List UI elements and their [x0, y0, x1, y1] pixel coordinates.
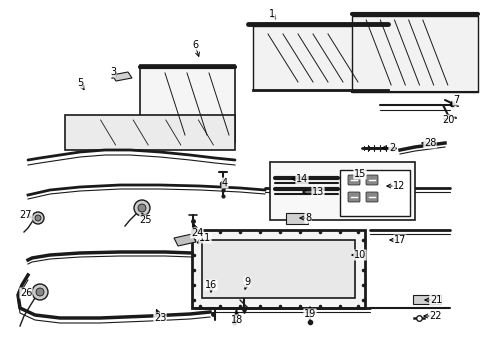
- Bar: [339, 170, 409, 216]
- Text: 10: 10: [353, 250, 366, 260]
- Text: 25: 25: [140, 215, 152, 225]
- Circle shape: [32, 212, 44, 224]
- FancyBboxPatch shape: [347, 192, 359, 202]
- Text: 20: 20: [441, 115, 453, 125]
- Circle shape: [36, 288, 44, 296]
- Polygon shape: [174, 234, 196, 246]
- Bar: [412, 295, 440, 304]
- Text: 5: 5: [77, 78, 83, 88]
- Text: 7: 7: [452, 95, 458, 105]
- Text: 19: 19: [303, 309, 315, 319]
- Polygon shape: [65, 115, 235, 150]
- Text: 2: 2: [388, 143, 394, 153]
- Text: 8: 8: [305, 213, 310, 223]
- Circle shape: [134, 200, 150, 216]
- Text: 23: 23: [154, 313, 166, 323]
- Polygon shape: [112, 72, 132, 81]
- Text: 3: 3: [110, 67, 116, 77]
- Text: 17: 17: [393, 235, 406, 245]
- FancyBboxPatch shape: [365, 175, 377, 185]
- Text: 13: 13: [311, 187, 324, 197]
- Polygon shape: [192, 230, 364, 308]
- Circle shape: [35, 215, 41, 221]
- Text: 15: 15: [353, 169, 366, 179]
- Text: 6: 6: [192, 40, 198, 50]
- Circle shape: [32, 284, 48, 300]
- Polygon shape: [351, 16, 477, 92]
- Text: 9: 9: [244, 277, 249, 287]
- Text: 16: 16: [204, 280, 217, 290]
- Text: 21: 21: [429, 295, 441, 305]
- Text: 27: 27: [20, 210, 32, 220]
- Polygon shape: [140, 65, 235, 142]
- Bar: [269, 162, 414, 220]
- Polygon shape: [202, 240, 354, 298]
- Text: 4: 4: [222, 178, 227, 188]
- Text: 11: 11: [199, 233, 211, 243]
- Text: 1: 1: [268, 9, 274, 19]
- Text: 24: 24: [190, 228, 203, 238]
- Text: 18: 18: [230, 315, 243, 325]
- Text: 22: 22: [429, 311, 441, 321]
- Polygon shape: [285, 213, 307, 224]
- Circle shape: [138, 204, 146, 212]
- FancyBboxPatch shape: [347, 175, 359, 185]
- Text: 28: 28: [423, 138, 435, 148]
- Text: 26: 26: [20, 288, 32, 298]
- Text: 14: 14: [295, 174, 307, 184]
- FancyBboxPatch shape: [365, 192, 377, 202]
- Polygon shape: [252, 26, 386, 90]
- Text: 12: 12: [392, 181, 405, 191]
- Circle shape: [220, 181, 225, 186]
